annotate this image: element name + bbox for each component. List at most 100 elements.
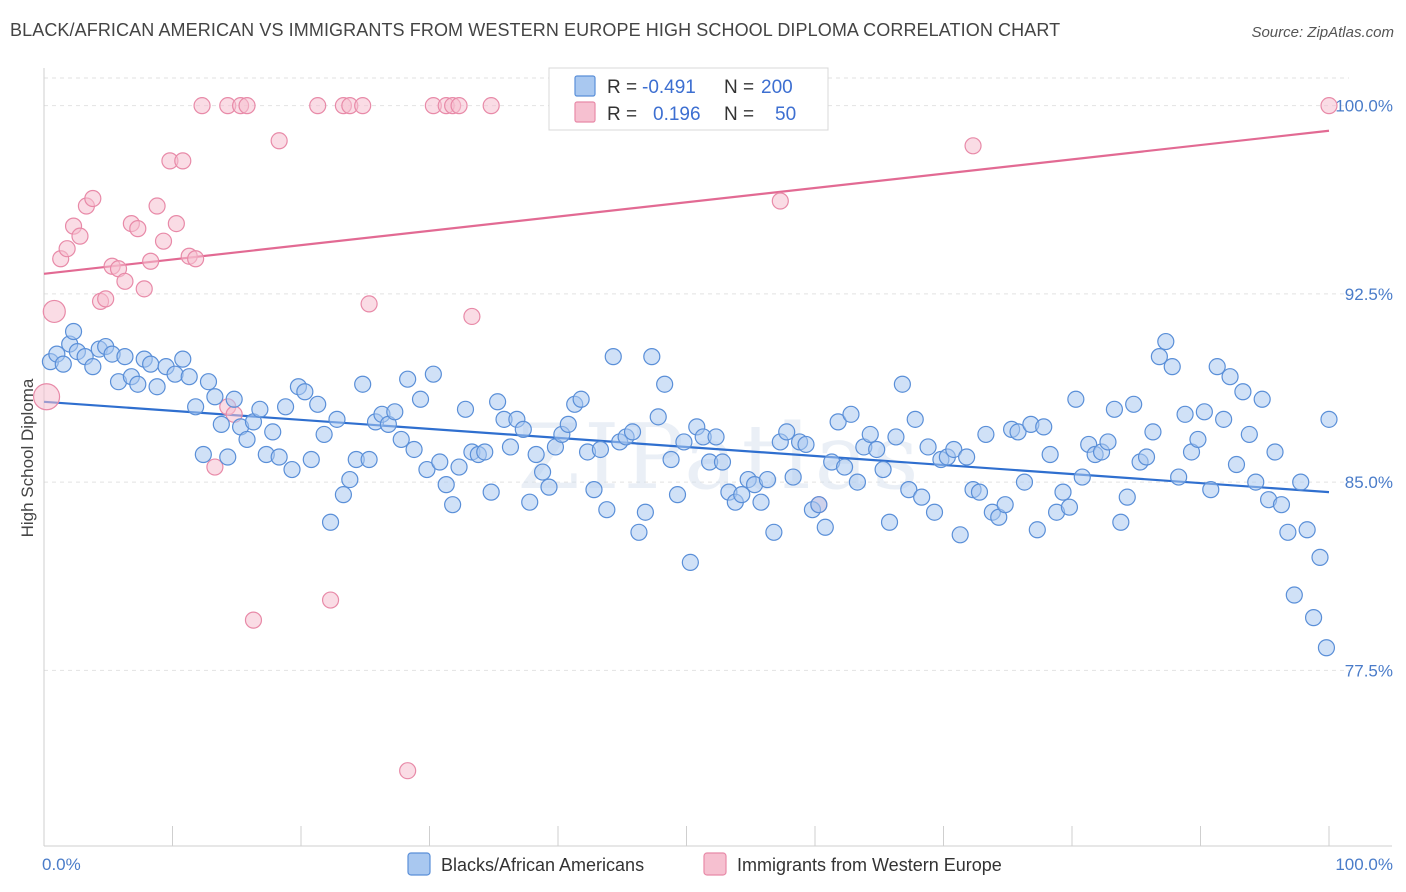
data-point-blacks xyxy=(977,425,995,444)
data-point-blacks xyxy=(900,481,918,499)
data-point-blacks xyxy=(1150,348,1168,366)
data-point-blacks xyxy=(1099,433,1117,451)
data-point-blacks xyxy=(636,503,654,521)
data-point-blacks xyxy=(572,390,590,408)
data-point-blacks xyxy=(354,375,372,393)
series-immigrants-western-europe xyxy=(32,97,1338,780)
data-point-blacks xyxy=(1311,548,1329,566)
data-point-blacks xyxy=(765,523,783,541)
data-point-blacks xyxy=(752,493,770,511)
data-point-blacks xyxy=(1221,368,1239,386)
data-point-blacks xyxy=(656,375,674,393)
data-point-blacks xyxy=(437,476,455,494)
data-point-blacks xyxy=(1073,468,1091,486)
data-point-blacks xyxy=(1266,443,1284,461)
data-point-blacks xyxy=(1279,523,1297,541)
data-point-blacks xyxy=(399,370,417,388)
data-point-blacks xyxy=(643,348,661,366)
data-point-blacks xyxy=(424,365,442,383)
data-point-blacks xyxy=(1304,609,1323,627)
data-point-blacks xyxy=(951,526,969,544)
data-point-blacks xyxy=(1253,390,1271,408)
data-point-immigrants xyxy=(399,762,417,780)
data-point-immigrants xyxy=(964,137,982,155)
data-point-blacks xyxy=(194,445,212,464)
data-point-blacks xyxy=(1202,481,1220,499)
data-point-immigrants xyxy=(187,250,205,268)
trend-line-immigrants xyxy=(43,129,1330,275)
data-point-blacks xyxy=(1234,383,1252,401)
data-point-immigrants xyxy=(360,295,378,313)
bottom-legend-swatch-pink xyxy=(703,852,727,876)
data-point-blacks xyxy=(1105,400,1124,418)
data-point-blacks xyxy=(1320,410,1338,428)
data-point-blacks xyxy=(456,400,475,418)
data-point-blacks xyxy=(283,460,301,479)
chart-title: BLACK/AFRICAN AMERICAN VS IMMIGRANTS FRO… xyxy=(10,20,1061,40)
data-point-blacks xyxy=(521,493,539,511)
data-point-blacks xyxy=(212,415,230,433)
y-tick-label: 100.0% xyxy=(1335,97,1393,116)
data-point-blacks xyxy=(1247,473,1265,491)
data-point-blacks xyxy=(1009,423,1027,441)
data-point-blacks xyxy=(681,553,699,572)
data-point-blacks xyxy=(142,355,160,373)
legend-swatch-pink xyxy=(574,101,596,123)
data-point-blacks xyxy=(778,423,796,441)
data-point-blacks xyxy=(321,513,340,531)
legend-r-label-2: R = xyxy=(607,104,637,125)
data-point-blacks xyxy=(675,433,693,451)
data-point-blacks xyxy=(328,410,346,428)
legend-n-label-1: N = xyxy=(724,77,754,98)
data-point-blacks xyxy=(199,373,218,391)
data-point-immigrants xyxy=(244,611,263,629)
data-point-blacks xyxy=(713,453,732,471)
data-point-immigrants xyxy=(71,227,89,245)
data-point-blacks xyxy=(270,448,288,466)
data-point-immigrants xyxy=(321,591,340,609)
legend-n-label-2: N = xyxy=(724,104,754,125)
data-point-blacks xyxy=(187,398,205,416)
x-tick-label: 0.0% xyxy=(42,855,81,874)
data-point-immigrants xyxy=(148,197,166,215)
data-point-blacks xyxy=(1292,473,1310,491)
data-point-blacks xyxy=(1208,358,1226,376)
data-point-blacks xyxy=(1272,496,1291,514)
data-point-blacks xyxy=(1298,521,1316,539)
data-point-blacks xyxy=(276,398,295,416)
series-legend: Blacks/African Americans Immigrants from… xyxy=(407,852,1002,876)
data-point-immigrants xyxy=(463,307,481,326)
data-point-immigrants xyxy=(193,97,211,115)
data-point-blacks xyxy=(1041,445,1059,464)
data-point-blacks xyxy=(874,460,892,479)
data-point-blacks xyxy=(418,460,436,479)
data-point-blacks xyxy=(431,453,449,471)
data-point-immigrants xyxy=(97,290,115,308)
data-point-blacks xyxy=(591,440,610,459)
data-point-blacks xyxy=(797,435,815,454)
data-point-immigrants xyxy=(450,97,468,115)
data-point-immigrants xyxy=(129,220,147,238)
data-point-immigrants xyxy=(354,97,372,115)
data-point-blacks xyxy=(489,393,507,411)
data-point-blacks xyxy=(116,348,134,366)
series-blacks-african-americans xyxy=(41,322,1338,657)
data-point-immigrants xyxy=(771,192,789,210)
data-point-blacks xyxy=(1028,521,1046,539)
data-point-blacks xyxy=(302,450,320,469)
data-point-blacks xyxy=(623,423,642,441)
data-point-immigrants xyxy=(58,240,76,258)
data-point-blacks xyxy=(945,440,963,459)
data-point-blacks xyxy=(341,470,359,489)
data-point-blacks xyxy=(598,501,616,519)
data-point-blacks xyxy=(84,358,102,376)
data-point-immigrants xyxy=(42,299,66,324)
legend-swatch-blue xyxy=(574,75,596,97)
data-point-blacks xyxy=(733,486,751,504)
data-point-blacks xyxy=(887,428,905,446)
data-point-blacks xyxy=(527,445,545,464)
data-point-blacks xyxy=(996,496,1014,514)
data-point-blacks xyxy=(54,355,72,373)
data-point-blacks xyxy=(604,348,622,366)
data-point-blacks xyxy=(1176,405,1194,423)
